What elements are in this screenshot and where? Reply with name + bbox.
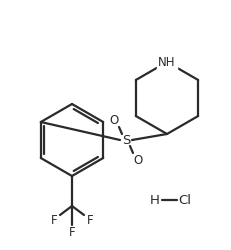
Text: F: F (86, 214, 93, 226)
Text: H: H (149, 194, 159, 206)
Text: F: F (68, 226, 75, 238)
Text: Cl: Cl (178, 194, 191, 206)
Text: O: O (109, 114, 118, 126)
Text: O: O (133, 154, 142, 166)
Text: F: F (50, 214, 57, 226)
Text: S: S (121, 134, 130, 146)
Text: NH: NH (158, 56, 175, 68)
